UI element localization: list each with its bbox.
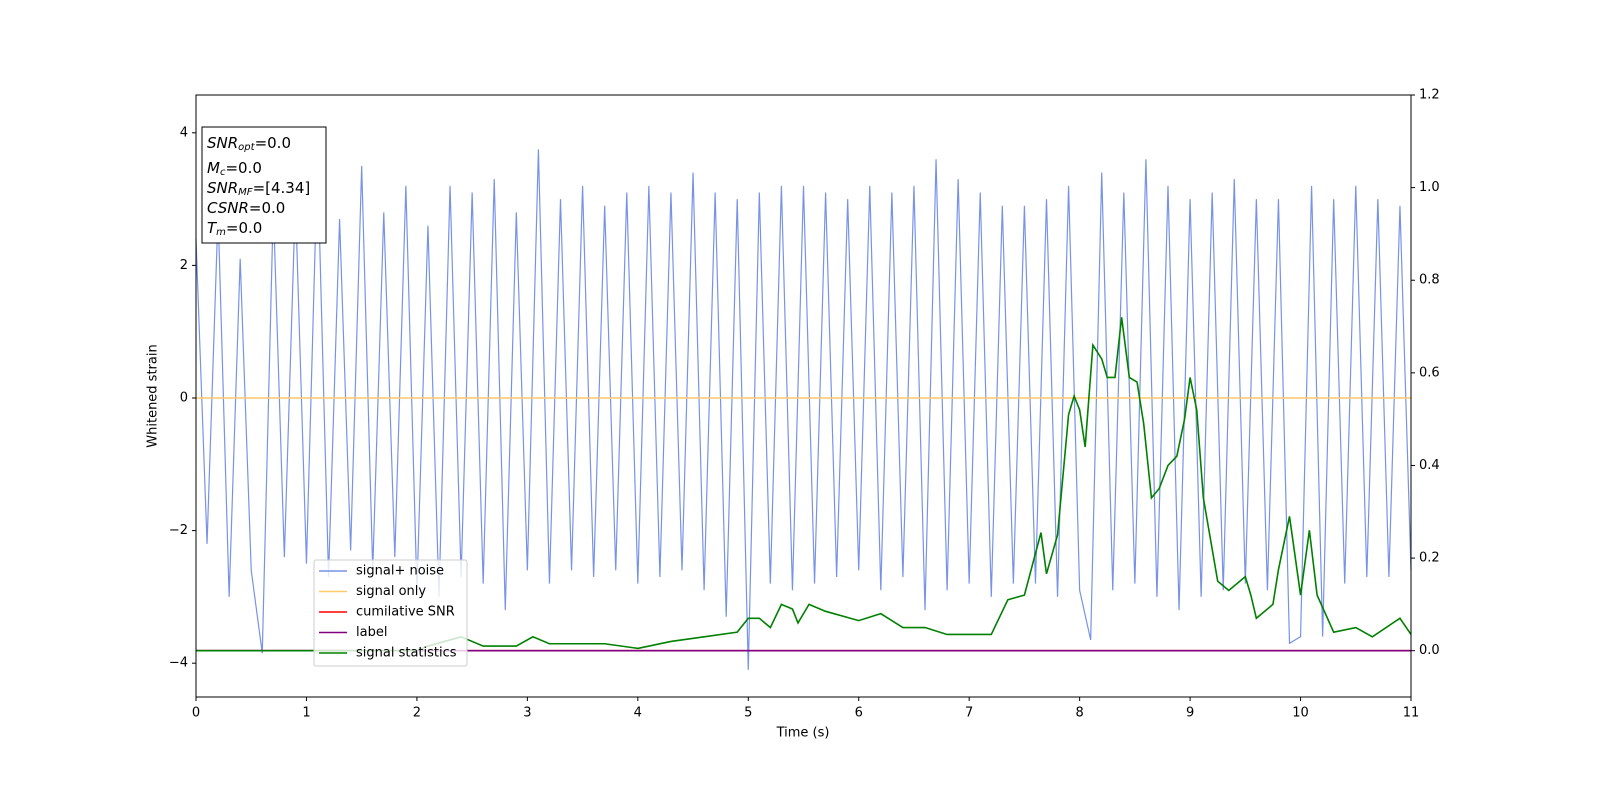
legend-label: cumilative SNR [356,605,455,620]
y2-tick-label: 0.6 [1419,365,1440,380]
annotation-frame [201,126,327,244]
x-tick-label: 6 [855,706,863,721]
x-tick-label: 4 [634,706,642,721]
annotation-line: CSNR=0.0 [207,199,285,217]
annotation-symbol: T [207,219,218,237]
x-tick-label: 11 [1403,706,1420,721]
x-tick-label: 2 [413,706,421,721]
annotation-symbol: CSNR [207,199,249,217]
y2-tick-label: 0.0 [1419,643,1440,658]
annotation-line: SNRopt=0.0 [207,134,291,154]
series-line [196,317,1412,652]
y-tick-label: −4 [169,656,188,671]
annotation-symbol: SNR [207,134,238,152]
x-tick-label: 10 [1292,706,1309,721]
y-tick-label: 4 [180,125,188,140]
x-tick-label: 3 [523,706,531,721]
y-axis-label: Whitened strain [146,344,161,447]
y2-tick-label: 1.2 [1419,88,1440,103]
x-tick-label: 9 [1186,706,1194,721]
x-tick-label: 8 [1075,706,1083,721]
y2-tick-label: 0.2 [1419,551,1440,566]
legend-label: signal statistics [356,646,457,661]
x-axis-label: Time (s) [776,726,830,741]
annotation-value: =0.0 [226,219,262,237]
annotation-subscript: m [216,227,226,238]
annotation-value: =0.0 [249,199,285,217]
annotation-symbol: M [207,159,220,177]
x-tick-label: 1 [302,706,310,721]
legend-label: signal only [356,584,426,599]
annotation-value: =0.0 [225,159,261,177]
legend-label: signal+ noise [356,564,444,579]
x-tick-label: 0 [192,706,200,721]
y-tick-label: −2 [169,523,188,538]
annotation-symbol: SNR [207,179,238,197]
annotation-line: Mc=0.0 [207,159,262,179]
y2-tick-label: 0.8 [1419,273,1440,288]
y-tick-label: 0 [180,390,188,405]
annotation-line: Tm=0.0 [207,219,262,239]
y-tick-label: 2 [180,258,188,273]
x-tick-label: 7 [965,706,973,721]
annotation-subscript: c [220,167,226,178]
legend: signal+ noise signal only cumilative SNR la… [313,559,468,667]
x-tick-label: 5 [744,706,752,721]
legend-label: label [356,625,387,640]
annotation-value: =0.0 [255,134,291,152]
annotation-subscript: opt [238,142,255,153]
annotation-line: SNRMF=[4.34] [207,179,310,199]
annotation-subscript: MF [238,187,253,198]
y2-tick-label: 0.4 [1419,458,1440,473]
legend-frame [313,559,468,667]
series-line [195,149,1412,670]
y2-tick-label: 1.0 [1419,180,1440,195]
annotation-box: SNRopt=0.0Mc=0.0SNRMF=[4.34]CSNR=0.0Tm=0… [201,126,327,244]
axes-frame [195,94,1412,698]
annotation-value: =[4.34] [253,179,311,197]
